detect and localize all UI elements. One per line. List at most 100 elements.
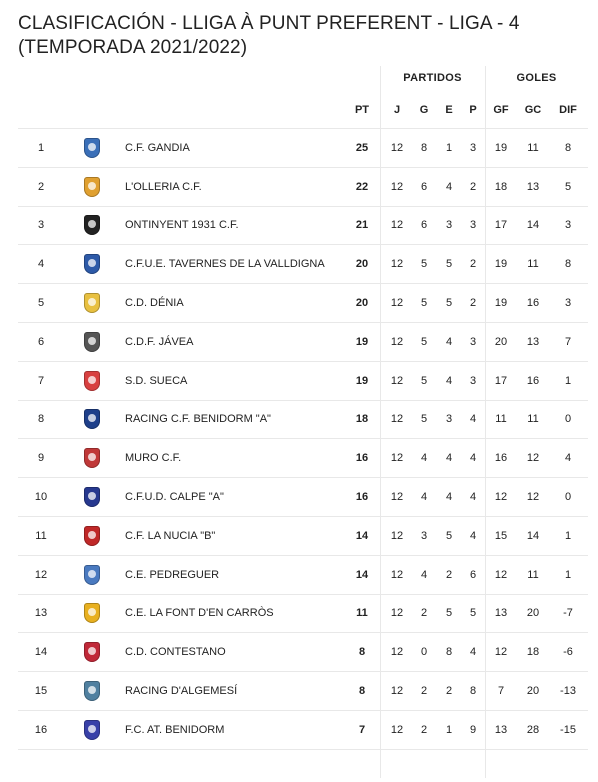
table-row[interactable]: 3 ONTINYENT 1931 C.F. 21 12 6 3 3 17 14 3 [18, 207, 588, 246]
crest-cell [78, 129, 106, 167]
table-row[interactable]: 2 L'OLLERIA C.F. 22 12 6 4 2 18 13 5 [18, 168, 588, 207]
goal-difference-cell: -7 [563, 607, 573, 620]
lost-cell: 2 [469, 258, 477, 271]
crest-cell [78, 284, 106, 322]
crest-cell [78, 595, 106, 633]
position-cell: 9 [37, 452, 45, 465]
position-cell: 5 [37, 297, 45, 310]
club-crest-icon [84, 137, 100, 158]
col-header-pt: PT [354, 104, 370, 116]
position-cell: 10 [34, 491, 48, 504]
team-name-link[interactable]: C.F.U.E. TAVERNES DE LA VALLDIGNA [125, 258, 325, 271]
lost-cell: 5 [469, 607, 477, 620]
table-row[interactable]: 12 C.E. PEDREGUER 14 12 4 2 6 12 11 1 [18, 556, 588, 595]
goals-against-cell: 13 [526, 335, 540, 348]
goals-for-cell: 20 [494, 335, 508, 348]
table-row[interactable]: 14 C.D. CONTESTANO 8 12 0 8 4 12 18 -6 [18, 633, 588, 673]
won-cell: 5 [420, 297, 428, 310]
team-name-link[interactable]: C.D.F. JÁVEA [125, 335, 194, 348]
col-header-gf: GF [493, 104, 509, 116]
played-cell: 12 [390, 374, 404, 387]
crest-cell [78, 478, 106, 516]
table-row[interactable]: 15 RACING D'ALGEMESÍ 8 12 2 2 8 7 20 -13 [18, 672, 588, 711]
team-name-link[interactable]: C.E. PEDREGUER [125, 568, 220, 581]
goals-against-cell: 11 [527, 568, 539, 581]
table-row[interactable]: 7 S.D. SUECA 19 12 5 4 3 17 16 1 [18, 362, 588, 401]
lost-cell: 9 [469, 723, 477, 736]
goals-for-cell: 12 [494, 568, 508, 581]
lost-cell: 4 [469, 529, 477, 542]
team-name-link[interactable]: MURO C.F. [125, 452, 182, 465]
table-row[interactable]: 11 C.F. LA NUCIA "B" 14 12 3 5 4 15 14 1 [18, 517, 588, 556]
drawn-cell: 1 [445, 723, 453, 736]
team-name-link[interactable]: F.C. AT. BENIDORM [125, 723, 225, 736]
table-row[interactable]: 10 C.F.U.D. CALPE "A" 16 12 4 4 4 12 12 0 [18, 478, 588, 517]
goal-difference-cell: -13 [560, 685, 576, 698]
won-cell: 4 [420, 491, 428, 504]
goal-difference-cell: 8 [564, 258, 572, 271]
played-cell: 12 [390, 258, 404, 271]
table-row[interactable]: 9 MURO C.F. 16 12 4 4 4 16 12 4 [18, 439, 588, 479]
goals-for-cell: 15 [494, 529, 508, 542]
lost-cell: 3 [469, 374, 477, 387]
goals-against-cell: 20 [526, 685, 540, 698]
lost-cell: 4 [469, 413, 477, 426]
table-row[interactable]: 16 F.C. AT. BENIDORM 7 12 2 1 9 13 28 -15 [18, 711, 588, 750]
points-cell: 14 [355, 529, 369, 542]
team-name-link[interactable]: C.D. CONTESTANO [125, 646, 226, 659]
col-header-dif: DIF [559, 104, 577, 116]
goals-for-cell: 13 [494, 723, 508, 736]
goals-for-cell: 16 [494, 452, 508, 465]
won-cell: 4 [420, 568, 428, 581]
team-name-link[interactable]: S.D. SUECA [125, 374, 188, 387]
team-name-link[interactable]: ONTINYENT 1931 C.F. [125, 219, 239, 232]
team-name-link[interactable]: C.F. GANDIA [125, 141, 190, 154]
team-name-link[interactable]: C.E. LA FONT D'EN CARRÒS [125, 607, 274, 620]
goals-for-cell: 12 [494, 491, 508, 504]
played-cell: 12 [390, 141, 404, 154]
team-name-link[interactable]: C.F.U.D. CALPE "A" [125, 491, 224, 504]
played-cell: 12 [390, 685, 404, 698]
crest-cell [78, 362, 106, 400]
crest-cell [78, 401, 106, 439]
played-cell: 12 [390, 646, 404, 659]
standings-table: PARTIDOS GOLES PT J G E P GF GC DIF 1 C.F… [18, 66, 588, 778]
goals-for-cell: 12 [494, 646, 508, 659]
position-cell: 13 [34, 607, 48, 620]
drawn-cell: 4 [445, 452, 453, 465]
goals-for-cell: 19 [494, 258, 508, 271]
club-crest-icon [84, 719, 100, 740]
table-row[interactable]: 13 C.E. LA FONT D'EN CARRÒS 11 12 2 5 5 13 20 -7 [18, 595, 588, 634]
standings-rows: 1 C.F. GANDIA 25 12 8 1 3 19 11 8 2 L'OLLERIA C.F. 2… [18, 129, 588, 750]
club-crest-icon [84, 681, 100, 702]
goals-against-cell: 16 [526, 297, 540, 310]
position-cell: 1 [37, 141, 45, 154]
drawn-cell: 4 [445, 180, 453, 193]
team-name-link[interactable]: C.F. LA NUCIA "B" [125, 529, 216, 542]
won-cell: 6 [420, 180, 428, 193]
points-cell: 20 [355, 258, 369, 271]
team-name-link[interactable]: C.D. DÉNIA [125, 297, 184, 310]
position-cell: 16 [34, 723, 48, 736]
table-row[interactable]: 1 C.F. GANDIA 25 12 8 1 3 19 11 8 [18, 129, 588, 168]
team-name-link[interactable]: RACING C.F. BENIDORM "A" [125, 413, 271, 426]
goal-difference-cell: 3 [564, 297, 572, 310]
col-header-e: E [445, 104, 453, 116]
played-cell: 12 [390, 452, 404, 465]
table-row[interactable]: 8 RACING C.F. BENIDORM "A" 18 12 5 3 4 11 11 0 [18, 401, 588, 440]
table-row[interactable]: 5 C.D. DÉNIA 20 12 5 5 2 19 16 3 [18, 284, 588, 323]
team-name-link[interactable]: L'OLLERIA C.F. [125, 180, 202, 193]
goals-against-cell: 12 [526, 491, 540, 504]
table-row[interactable]: 4 C.F.U.E. TAVERNES DE LA VALLDIGNA 20 12 5 5… [18, 245, 588, 285]
drawn-cell: 2 [445, 685, 453, 698]
goal-difference-cell: -15 [560, 723, 576, 736]
club-crest-icon [84, 525, 100, 546]
goals-for-cell: 19 [494, 141, 508, 154]
table-row[interactable]: 6 C.D.F. JÁVEA 19 12 5 4 3 20 13 7 [18, 323, 588, 362]
points-cell: 14 [355, 568, 369, 581]
position-cell: 8 [37, 413, 45, 426]
team-name-link[interactable]: RACING D'ALGEMESÍ [125, 685, 238, 698]
position-cell: 7 [37, 374, 45, 387]
position-cell: 11 [35, 529, 47, 542]
crest-cell [78, 672, 106, 710]
